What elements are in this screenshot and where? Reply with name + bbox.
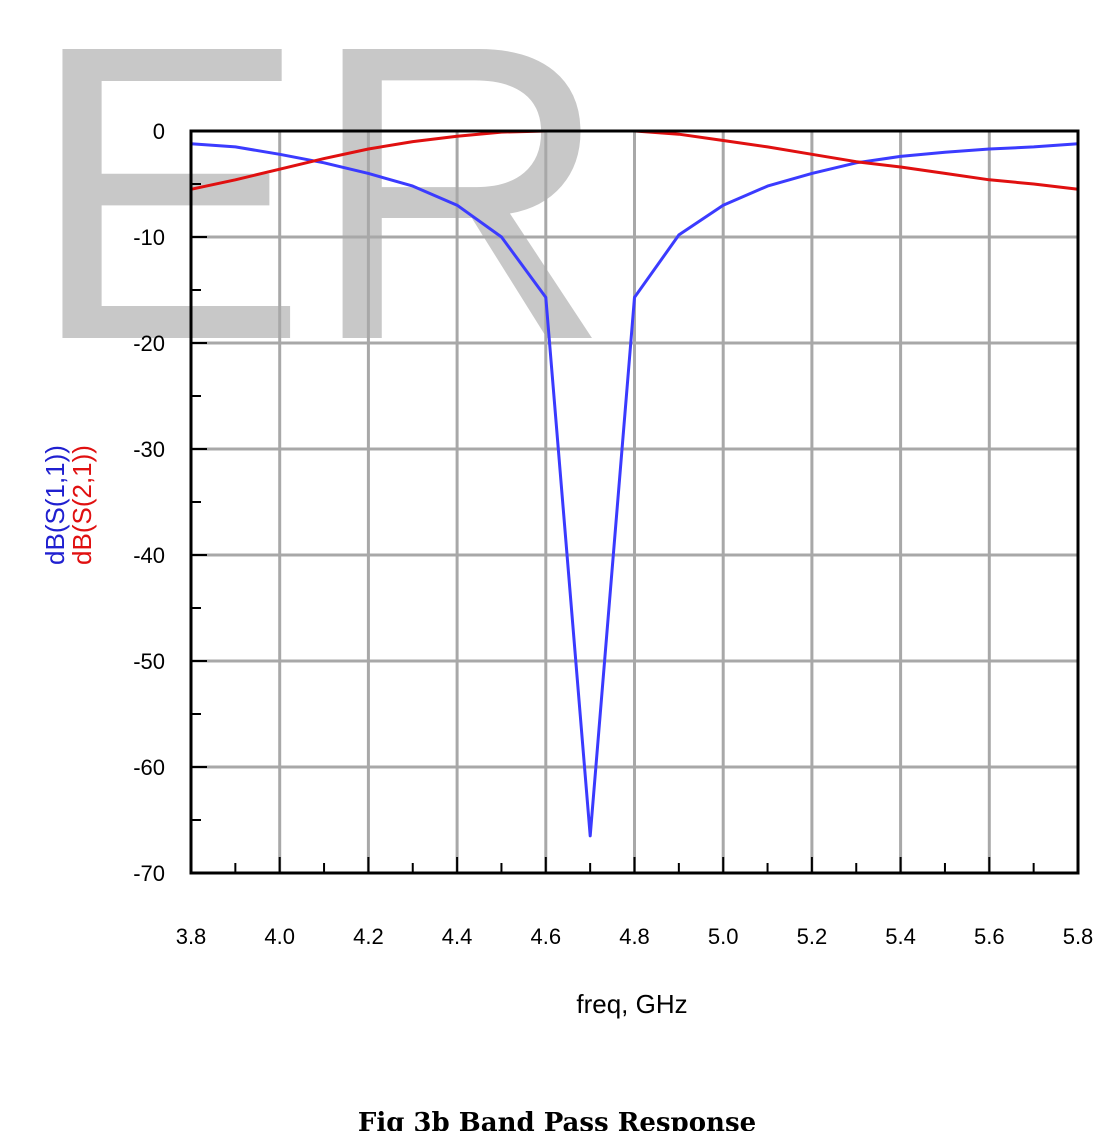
x-tick-labels: 3.8 4.0 4.2 4.4 4.6 4.8 5.0 5.2 5.4 5.6 5.8 [176,924,1094,949]
x-tick-label: 4.4 [442,924,473,949]
figure-caption: Fig 3b Band Pass Response [358,1108,756,1131]
x-tick-label: 5.8 [1063,924,1094,949]
x-tick-label: 5.2 [797,924,828,949]
y-tick-label: 0 [153,119,165,144]
y-axis-title-1: dB(S(1,1)) [40,445,70,565]
y-tick-label: -50 [133,649,165,674]
y-axis-titles: dB(S(1,1))dB(S(2,1)) [40,445,97,565]
x-axis-title: freq, GHz [576,989,687,1019]
y-tick-label: -70 [133,861,165,886]
y-tick-label: -40 [133,543,165,568]
x-tick-label: 4.6 [531,924,562,949]
plot-frame [189,129,1080,875]
x-tick-label: 5.0 [708,924,739,949]
y-tick-label: -10 [133,225,165,250]
x-tick-label: 4.0 [264,924,295,949]
y-tick-label: -20 [133,331,165,356]
x-tick-label: 5.6 [974,924,1005,949]
x-tick-label: 5.4 [885,924,916,949]
series-line-1 [190,142,1079,838]
x-tick-label: 3.8 [176,924,207,949]
x-tick-label: 4.8 [619,924,650,949]
y-tick-labels: 0 -10 -20 -30 -40 -50 -60 -70 [133,119,165,886]
y-axis-title-2: dB(S(2,1)) [67,445,97,565]
y-tick-label: -60 [133,755,165,780]
x-tick-label: 4.2 [353,924,384,949]
y-tick-label: -30 [133,437,165,462]
watermark-text: ER [28,0,611,428]
